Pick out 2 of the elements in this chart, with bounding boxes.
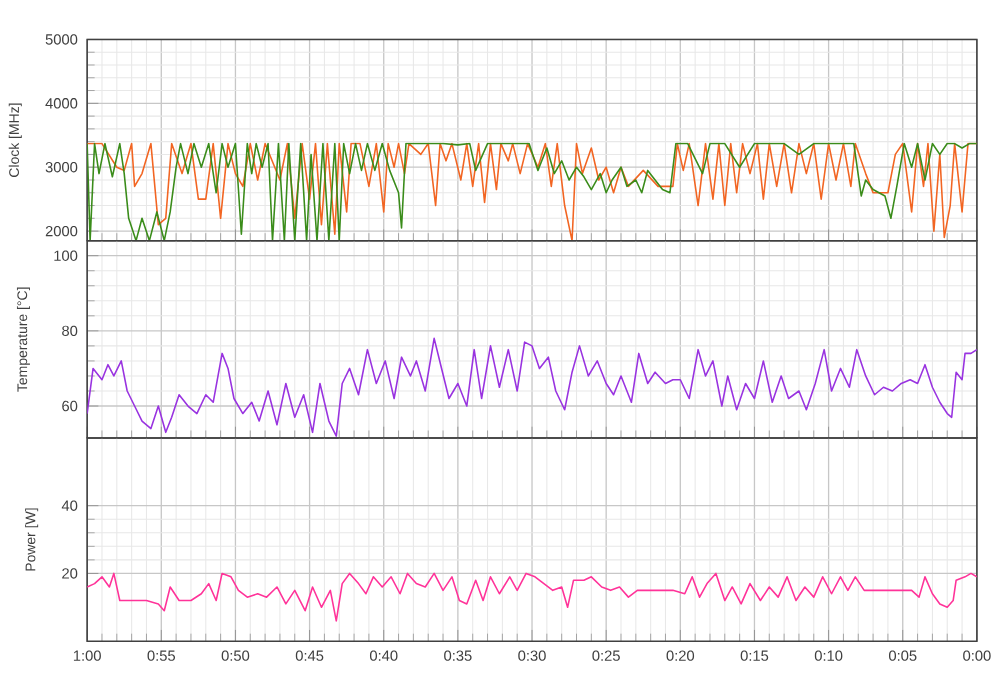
line-series — [87, 142, 977, 241]
line-series — [87, 337, 977, 437]
